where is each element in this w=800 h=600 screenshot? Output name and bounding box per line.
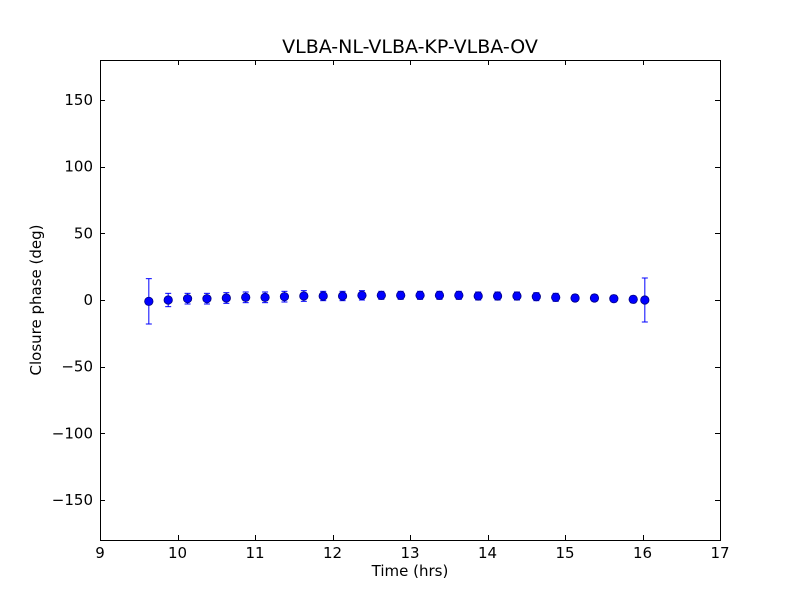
x-tick-label: 16 [633,544,652,562]
data-point [337,291,348,301]
y-tick-label: −150 [52,491,93,509]
data-point [182,294,193,304]
data-point [609,294,619,304]
data-point [376,290,386,300]
axis-ticks: 9 10 11 12 13 14 15 16 17 −150 −100 −50 0 50 100 150 [52,60,730,562]
data-point [628,294,638,304]
data-point [434,290,445,300]
x-tick-label: 13 [400,544,419,562]
data-point [202,294,212,304]
x-tick-label: 15 [555,544,574,562]
data-point [531,292,541,302]
y-tick-label: −100 [52,424,93,442]
data-point [144,296,154,306]
data-point [492,291,503,301]
data-point [221,293,231,303]
data-point [396,290,406,300]
data-point [241,292,251,302]
data-point [473,291,483,301]
data-point [318,291,328,301]
data-marks [144,277,650,325]
data-point [570,293,580,303]
x-tick-label: 12 [323,544,342,562]
x-tick-label: 11 [245,544,264,562]
data-point [551,292,561,302]
y-tick-label: 0 [83,291,93,309]
y-tick-label: 50 [74,224,93,242]
y-tick-label: −50 [61,358,93,376]
data-point [163,295,173,305]
x-tick-label: 9 [95,544,105,562]
y-axis-label: Closure phase (deg) [27,225,45,376]
y-tick-label: 150 [64,91,93,109]
data-point [589,293,600,303]
y-tick-label: 100 [64,158,93,176]
x-tick-label: 14 [478,544,497,562]
x-axis-label: Time (hrs) [371,562,449,580]
data-point [512,291,522,301]
x-tick-label: 17 [710,544,729,562]
data-point [260,292,270,302]
chart-title: VLBA-NL-VLBA-KP-VLBA-OV [282,36,538,58]
data-point [299,291,309,301]
data-point [415,290,425,300]
data-point [279,292,290,302]
data-point [357,290,367,300]
data-point [640,295,650,305]
x-tick-label: 10 [168,544,187,562]
data-point [454,290,464,300]
